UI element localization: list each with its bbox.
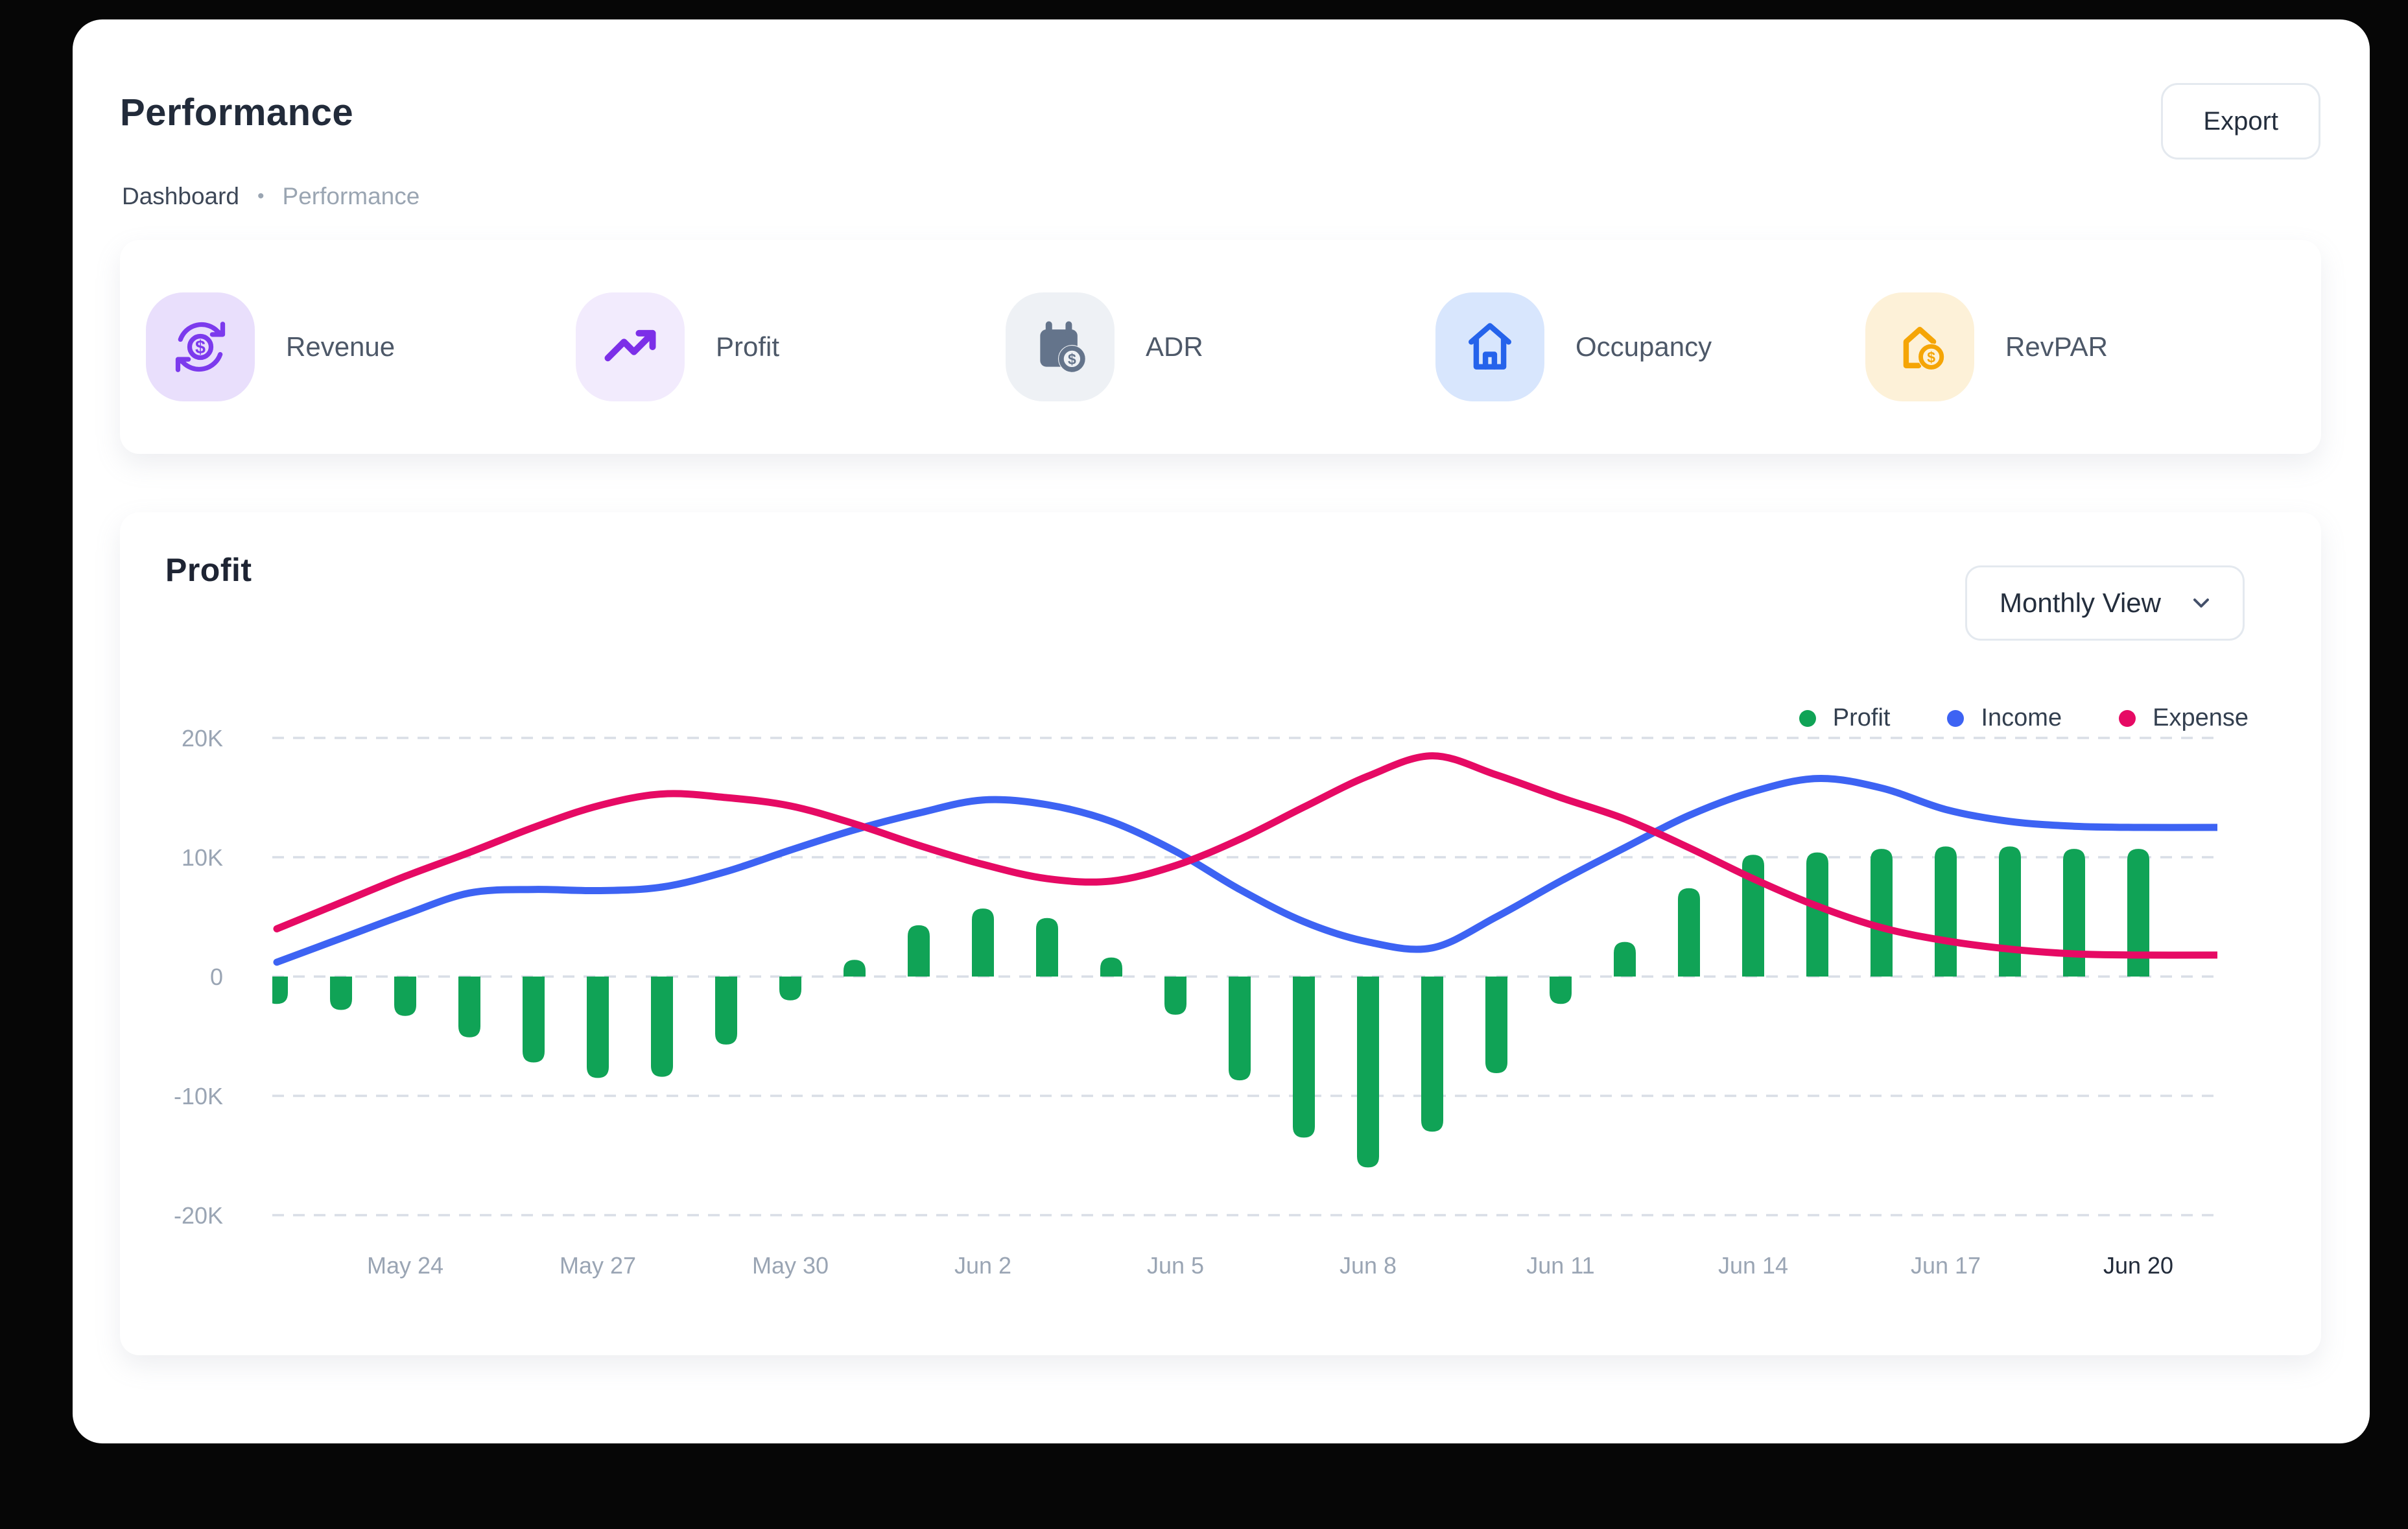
- x-tick: May 24: [367, 1252, 443, 1279]
- profit-bar[interactable]: [1614, 942, 1636, 977]
- profit-bar[interactable]: [1550, 977, 1572, 1004]
- legend-item-profit[interactable]: Profit: [1799, 704, 1890, 732]
- svg-text:$: $: [195, 337, 206, 358]
- chart-title: Profit: [165, 552, 252, 588]
- y-axis-labels: 20K 10K 0 -10K -20K: [120, 713, 259, 1284]
- profit-bar[interactable]: [1485, 977, 1507, 1073]
- view-selector-dropdown[interactable]: Monthly View: [1965, 565, 2245, 641]
- y-tick: 0: [209, 964, 223, 990]
- breadcrumb-current: Performance: [282, 183, 420, 209]
- profit-bar[interactable]: [1036, 918, 1058, 977]
- profit-bar[interactable]: [330, 977, 352, 1010]
- profit-bar[interactable]: [1742, 855, 1764, 977]
- profit-bar[interactable]: [651, 977, 673, 1077]
- profit-bar[interactable]: [972, 908, 994, 977]
- metric-label: ADR: [1146, 331, 1203, 362]
- chevron-down-icon: [2193, 599, 2209, 608]
- metric-tab-adr[interactable]: $ ADR: [1006, 292, 1435, 401]
- income-line: [273, 775, 2217, 966]
- x-tick: Jun 14: [1718, 1252, 1788, 1279]
- metric-label: Revenue: [286, 331, 395, 362]
- breadcrumb: Dashboard • Performance: [122, 183, 419, 210]
- view-selector-value: Monthly View: [1999, 587, 2161, 618]
- profit-chart-svg[interactable]: May 24 May 27 May 30 Jun 2 Jun 5 Jun 8 Jun 11 J…: [272, 713, 2217, 1284]
- metric-label: Occupancy: [1576, 331, 1712, 362]
- profit-bar[interactable]: [844, 960, 866, 977]
- svg-text:$: $: [1068, 351, 1076, 368]
- x-tick: Jun 17: [1911, 1252, 1981, 1279]
- profit-bar[interactable]: [1164, 977, 1186, 1015]
- profit-bar[interactable]: [1678, 888, 1700, 977]
- metrics-strip: $ Revenue Profit: [120, 240, 2321, 454]
- profit-bar[interactable]: [458, 977, 480, 1037]
- expense-legend-dot-icon: [2119, 709, 2136, 727]
- profit-bar[interactable]: [1935, 846, 1957, 977]
- profit-bar[interactable]: [2127, 849, 2149, 977]
- profit-bar[interactable]: [908, 925, 930, 977]
- profit-bar[interactable]: [1100, 957, 1122, 977]
- metric-tab-revpar[interactable]: $ RevPAR: [1865, 292, 2295, 401]
- x-tick: Jun 2: [954, 1252, 1011, 1279]
- breadcrumb-dashboard-link[interactable]: Dashboard: [122, 183, 240, 209]
- profit-bar[interactable]: [523, 977, 545, 1063]
- home-icon: [1435, 292, 1544, 401]
- profit-chart-card: Profit Monthly View Profit Income Expens…: [120, 512, 2321, 1355]
- profit-legend-dot-icon: [1799, 709, 1816, 727]
- profit-bar[interactable]: [1357, 977, 1379, 1168]
- y-tick: 20K: [181, 725, 223, 752]
- metric-label: RevPAR: [2005, 331, 2108, 362]
- page-title: Performance: [120, 91, 354, 134]
- profit-bar[interactable]: [1421, 977, 1443, 1132]
- legend-item-expense[interactable]: Expense: [2119, 704, 2249, 732]
- metric-tab-profit[interactable]: Profit: [576, 292, 1006, 401]
- revenue-refresh-dollar-icon: $: [146, 292, 255, 401]
- profit-bar[interactable]: [2063, 849, 2085, 977]
- x-tick: May 30: [752, 1252, 829, 1279]
- y-tick: 10K: [181, 844, 223, 871]
- x-tick: May 27: [560, 1252, 636, 1279]
- profit-bar[interactable]: [587, 977, 609, 1078]
- profit-bar[interactable]: [394, 977, 416, 1016]
- profit-bar[interactable]: [1806, 852, 1828, 977]
- trending-up-icon: [576, 292, 685, 401]
- profit-bar[interactable]: [715, 977, 737, 1045]
- profit-bar[interactable]: [779, 977, 801, 1001]
- chart-legend: Profit Income Expense: [1799, 704, 2249, 732]
- income-legend-dot-icon: [1947, 709, 1965, 727]
- metric-label: Profit: [716, 331, 780, 362]
- legend-item-income[interactable]: Income: [1947, 704, 2062, 732]
- metric-tab-revenue[interactable]: $ Revenue: [146, 292, 576, 401]
- export-button[interactable]: Export: [2161, 83, 2320, 160]
- x-tick: Jun 8: [1340, 1252, 1397, 1279]
- profit-bar[interactable]: [1229, 977, 1251, 1081]
- x-tick: Jun 11: [1526, 1252, 1594, 1279]
- profit-bar[interactable]: [1999, 846, 2021, 977]
- y-tick: -10K: [173, 1083, 223, 1109]
- metric-tab-occupancy[interactable]: Occupancy: [1435, 292, 1865, 401]
- svg-text:$: $: [1927, 349, 1935, 366]
- expense-line: [273, 752, 2217, 959]
- calendar-dollar-icon: $: [1006, 292, 1115, 401]
- breadcrumb-separator: •: [257, 185, 265, 207]
- y-tick: -20K: [173, 1202, 223, 1229]
- x-tick: Jun 5: [1147, 1252, 1204, 1279]
- app-window: Performance Dashboard • Performance Expo…: [73, 19, 2370, 1443]
- house-dollar-icon: $: [1865, 292, 1974, 401]
- x-tick: Jun 20: [2103, 1252, 2173, 1279]
- profit-bar[interactable]: [1871, 849, 1893, 977]
- profit-bar[interactable]: [1293, 977, 1315, 1138]
- profit-bar[interactable]: [272, 977, 288, 1004]
